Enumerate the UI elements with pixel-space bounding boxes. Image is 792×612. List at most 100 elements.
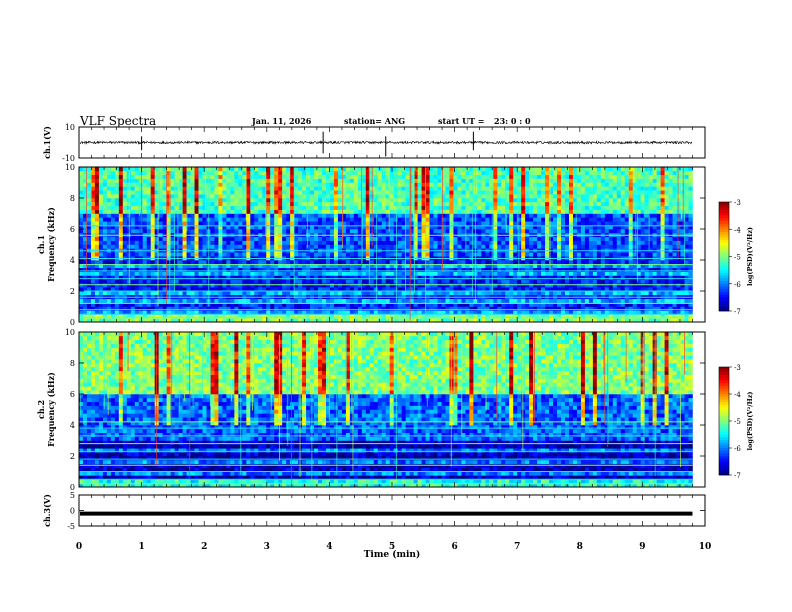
ch1-spectrogram-cell (485, 298, 490, 303)
ch1-spectrogram-cell (549, 186, 554, 191)
ch1-spectrogram-cell (210, 170, 215, 176)
ch1-spectrogram-cell (242, 229, 247, 234)
ch1-spectrogram-cell (489, 221, 494, 226)
ch1-spectrogram-cell (190, 217, 195, 222)
ch1-spectrogram-cell (242, 236, 247, 241)
ch1-spectrogram-cell (421, 190, 426, 195)
ch1-spectrogram-cell (481, 174, 486, 179)
ch1-spectrogram-cell (126, 298, 132, 303)
ch1-spectrogram-cell (457, 194, 462, 199)
ch1-spectrogram-cell (397, 170, 402, 176)
ch1-spectrogram-cell (226, 244, 231, 249)
ch1-spectrogram-cell (549, 252, 554, 257)
ch1-spectrogram-cell (170, 244, 175, 249)
ch1-spectrogram-cell (401, 306, 406, 311)
ch1-spectrogram-cell (529, 186, 534, 191)
ch1-spectrogram-cell (230, 283, 235, 288)
ch1-spectrogram-cell (401, 198, 406, 203)
ch1-spectrogram-cell (238, 271, 243, 276)
ch1-spectrogram-cell (337, 283, 343, 288)
ch1-spectrogram-cell (501, 236, 506, 241)
ch1-spectrogram-cell (258, 260, 263, 265)
ch1-spectrogram-cell (286, 298, 291, 303)
ch1-spectrogram-cell (94, 263, 100, 269)
ch1-spectrogram-cell (469, 252, 474, 257)
ch1-spectrogram-cell (493, 275, 498, 280)
ch1-spectrogram-cell (286, 201, 291, 207)
ch1-spectrogram-cell (314, 201, 319, 207)
ch1-spectrogram-cell (393, 209, 398, 214)
ch1-spectrogram-cell (190, 198, 195, 203)
ch1-spectrogram-cell (373, 190, 379, 195)
ch1-spectrogram-cell (537, 229, 542, 234)
ch1-spectrogram-cell (337, 310, 343, 315)
ch1-spectrogram-cell (122, 260, 128, 265)
ch1-spectrogram-cell (493, 178, 498, 183)
ch1-spectrogram-cell (361, 279, 367, 284)
ch1-spectrogram-cell (429, 291, 434, 296)
ch1-spectrogram-cell (473, 306, 478, 311)
ch1-spectrogram-cell (349, 198, 355, 203)
ch1-spectrogram-cell (294, 306, 299, 311)
ch1-spectrogram-cell (465, 260, 470, 265)
ch1-spectrogram-cell (310, 279, 315, 284)
ch1-spectrogram-cell (98, 205, 104, 210)
ch1-spectrogram-cell (90, 170, 96, 176)
ch1-spectrogram-cell (322, 267, 327, 272)
ch1-spectrogram-cell (134, 167, 140, 172)
ch1-spectrogram-cell (525, 217, 530, 222)
ch1-spectrogram-cell (553, 205, 558, 210)
ch1-spectrogram-cell (557, 314, 562, 319)
ch1-spectrogram-cell (353, 252, 359, 257)
ch1-spectrogram-cell (290, 314, 295, 319)
ch1-spectrogram-cell (278, 240, 283, 245)
ch1-spectrogram-cell (238, 267, 243, 272)
ch1-spectrogram-cell (337, 205, 343, 210)
ch1-spectrogram-cell (218, 306, 223, 311)
ch1-spectrogram-cell (202, 229, 207, 234)
ch1-spectrogram-cell (310, 209, 315, 214)
ch1-spectrogram-cell (509, 283, 514, 288)
ch1-spectrogram-cell (86, 267, 92, 272)
ch1-spectrogram-cell (90, 213, 96, 218)
ch1-spectrogram-cell (222, 287, 227, 292)
ch1-spectrogram-cell (481, 260, 486, 265)
ch1-spectrogram-cell (262, 275, 267, 280)
ch1-spectrogram-cell (481, 217, 486, 222)
ch1-spectrogram-cell (485, 283, 490, 288)
ch1-spectrogram-cell (513, 194, 518, 199)
ch1-spectrogram-cell (381, 267, 387, 272)
ch1-spectrogram-cell (501, 263, 506, 269)
ch1-spectrogram-cell (154, 205, 159, 210)
ch1-spectrogram-cell (557, 298, 562, 303)
ch1-spectrogram-cell (549, 275, 554, 280)
ch1-spectrogram-cell (417, 174, 422, 179)
ch1-spectrogram-cell (202, 190, 207, 195)
ch1-spectrogram-cell (98, 267, 104, 272)
ch1-spectrogram-cell (234, 260, 239, 265)
ch1-spectrogram-cell (413, 209, 418, 214)
ch1-spectrogram-cell (333, 236, 339, 241)
ch1-spectrogram-cell (541, 190, 546, 195)
ch1-spectrogram-cell (513, 260, 518, 265)
ch1-spectrogram-cell (365, 314, 371, 319)
ch1-spectrogram-cell (82, 217, 88, 222)
ch1-spectrogram-cell (537, 205, 542, 210)
ch1-spectrogram-cell (361, 263, 367, 269)
ch1-spectrogram-cell (238, 225, 243, 230)
ch1-spectrogram-cell (361, 310, 367, 315)
ch1-spectrogram-cell (557, 198, 562, 203)
ch1-spectrogram-cell (294, 275, 299, 280)
ch1-spectrogram-cell (222, 318, 227, 323)
ch1-spectrogram-cell (513, 263, 518, 269)
ch1-spectrogram-cell (537, 306, 542, 311)
ch1-spectrogram-cell (461, 260, 466, 265)
ch1-spectrogram-cell (226, 267, 231, 272)
ch1-spectrogram-cell (214, 174, 219, 179)
ch1-spectrogram-cell (337, 167, 343, 172)
ch1-spectrogram-cell (377, 229, 383, 234)
ch1-spectrogram-cell (226, 306, 231, 311)
ch1-spectrogram-cell (186, 190, 191, 195)
ch1-spectrogram-cell (333, 190, 339, 195)
ch1-spectrogram-cell (186, 252, 191, 257)
